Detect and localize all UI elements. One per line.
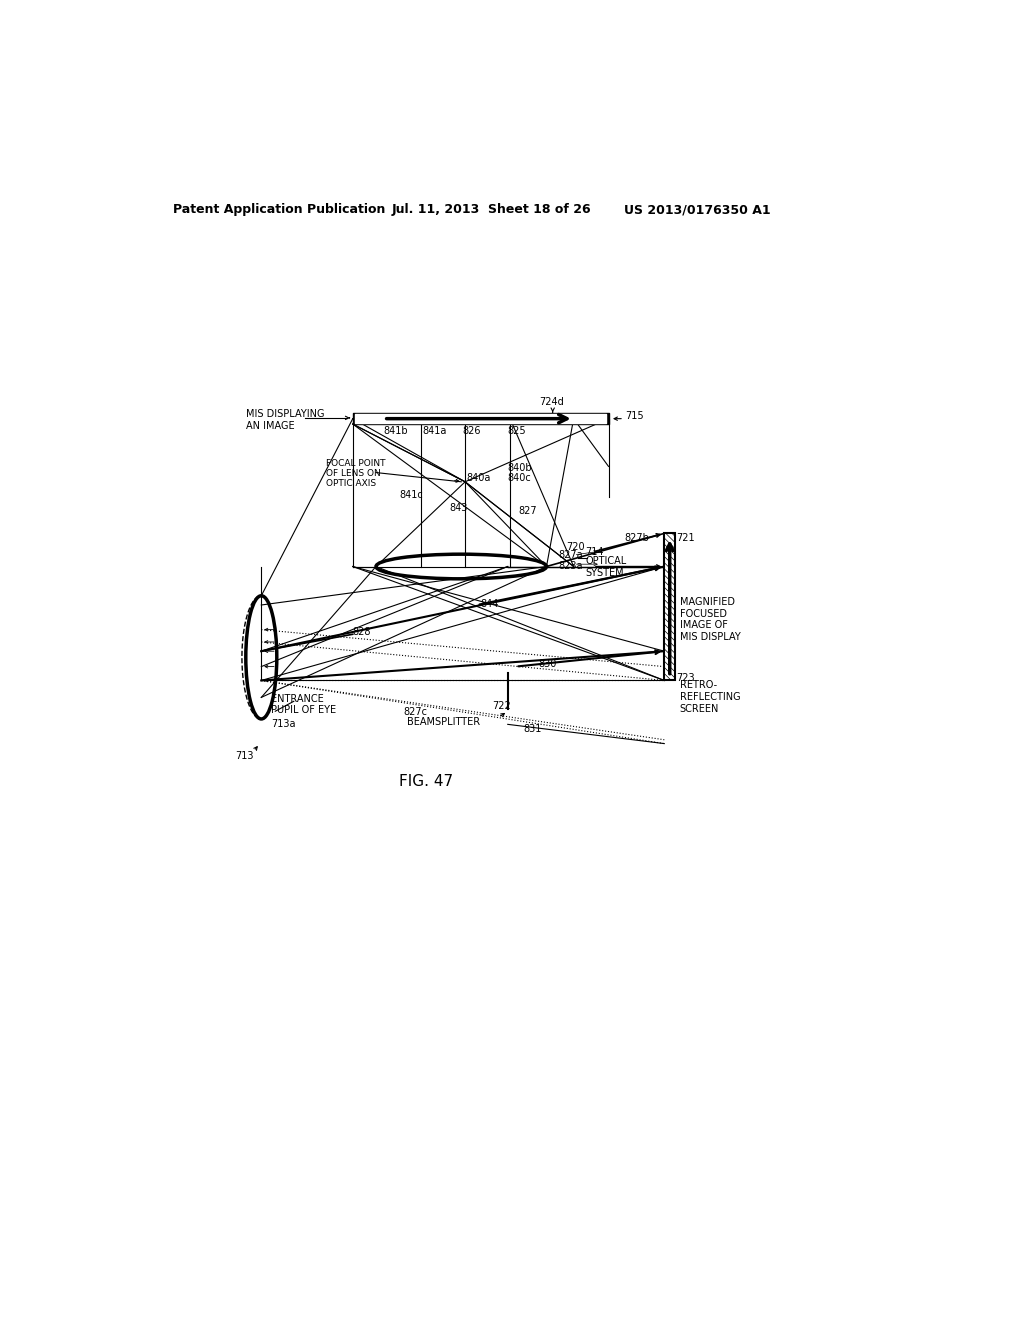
Bar xyxy=(665,533,675,681)
Text: 844: 844 xyxy=(480,599,499,609)
Text: ENTRANCE
PUPIL OF EYE: ENTRANCE PUPIL OF EYE xyxy=(271,693,337,715)
Text: 713: 713 xyxy=(234,751,254,762)
Text: 720: 720 xyxy=(566,543,585,552)
Text: 841b: 841b xyxy=(384,426,409,437)
Text: BEAMSPLITTER: BEAMSPLITTER xyxy=(407,717,480,726)
Text: 841c: 841c xyxy=(399,490,423,499)
Text: FOCAL POINT
OF LENS ON
OPTIC AXIS: FOCAL POINT OF LENS ON OPTIC AXIS xyxy=(326,459,385,488)
Text: 840b: 840b xyxy=(508,462,532,473)
Text: 823a: 823a xyxy=(558,561,583,572)
Text: OPTICAL
SYSTEM: OPTICAL SYSTEM xyxy=(586,557,627,578)
Text: 721: 721 xyxy=(676,533,694,544)
Text: 840c: 840c xyxy=(508,473,531,483)
Text: 827c: 827c xyxy=(403,706,427,717)
Text: US 2013/0176350 A1: US 2013/0176350 A1 xyxy=(624,203,771,216)
Text: MAGNIFIED
FOCUSED
IMAGE OF
MIS DISPLAY: MAGNIFIED FOCUSED IMAGE OF MIS DISPLAY xyxy=(680,597,740,642)
Text: 827: 827 xyxy=(518,507,538,516)
Text: 830: 830 xyxy=(539,659,557,669)
Text: 826: 826 xyxy=(463,426,481,437)
Text: 828: 828 xyxy=(352,627,372,636)
Text: 722: 722 xyxy=(493,701,511,711)
Text: Patent Application Publication: Patent Application Publication xyxy=(173,203,385,216)
Text: 723: 723 xyxy=(676,673,694,682)
Text: 840a: 840a xyxy=(467,473,492,483)
Text: 724d: 724d xyxy=(539,397,563,407)
Text: 715: 715 xyxy=(626,411,644,421)
Text: FIG. 47: FIG. 47 xyxy=(399,775,454,789)
Text: 827a: 827a xyxy=(558,549,583,560)
Text: 827b: 827b xyxy=(624,533,649,544)
Text: 714: 714 xyxy=(586,548,604,557)
Text: 841a: 841a xyxy=(423,426,446,437)
Text: 825: 825 xyxy=(508,426,526,437)
Text: 843: 843 xyxy=(450,503,468,513)
Text: Jul. 11, 2013  Sheet 18 of 26: Jul. 11, 2013 Sheet 18 of 26 xyxy=(391,203,591,216)
Text: 831: 831 xyxy=(523,725,542,734)
Text: RETRO-
REFLECTING
SCREEN: RETRO- REFLECTING SCREEN xyxy=(680,681,740,714)
Text: 713a: 713a xyxy=(271,719,296,729)
Text: MIS DISPLAYING
AN IMAGE: MIS DISPLAYING AN IMAGE xyxy=(246,409,325,432)
